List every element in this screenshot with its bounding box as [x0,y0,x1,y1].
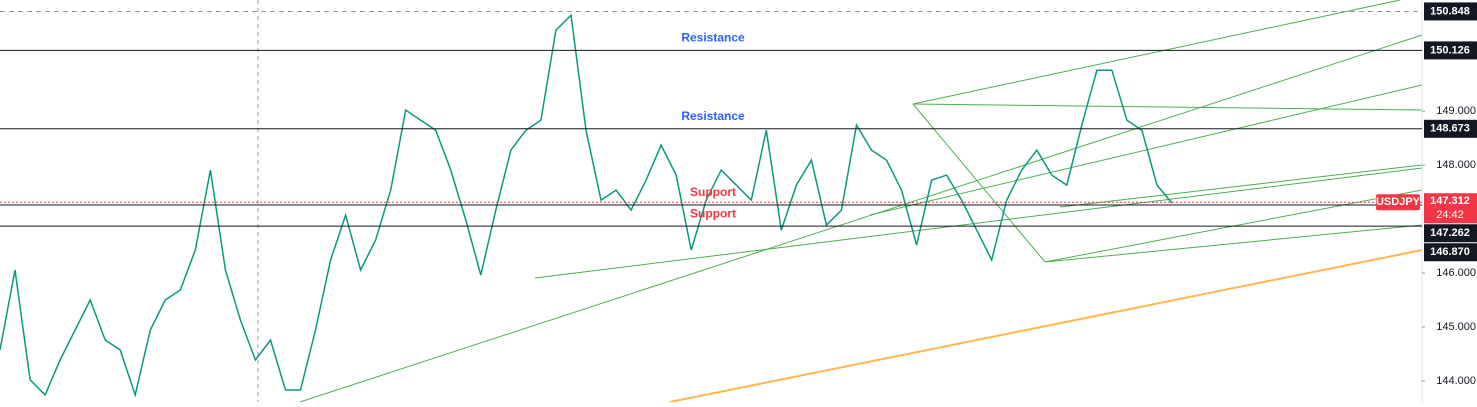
annotation: Resistance [681,31,745,45]
trendlines [299,0,1423,403]
trendline [534,167,1423,279]
level-label: 146.870 [1430,246,1470,258]
trendline [869,84,1423,216]
symbol-label: USDJPY [1376,196,1421,208]
level-box [1424,41,1477,60]
price-line [0,13,1173,398]
y-tick-label: 148.000 [1436,159,1476,171]
level-box [1424,119,1477,138]
annotation: Support [690,206,736,220]
y-tick-label: 146.000 [1436,267,1476,279]
trendline [1059,164,1423,208]
trendline [299,34,1423,403]
trendline [912,103,1046,263]
y-tick-label: 144.000 [1436,375,1476,387]
level-box [1424,2,1477,21]
trendline [912,103,1423,111]
y-tick-label: 145.000 [1436,321,1476,333]
countdown: 24:42 [1436,209,1464,221]
level-label: 148.673 [1430,123,1470,135]
annotation: Resistance [681,109,745,123]
symbol-box [1376,194,1420,211]
annotation: Support [690,185,736,199]
trendline [1044,224,1423,263]
level-box [1424,224,1477,243]
price-label: 147.312 [1430,195,1470,207]
trendline [669,249,1423,403]
price-box [1424,193,1477,224]
level-label: 150.848 [1430,5,1470,17]
trendline [912,0,1401,105]
level-box [1424,243,1477,262]
y-tick-label: 149.000 [1436,105,1476,117]
level-label: 147.262 [1430,227,1470,239]
level-label: 150.126 [1430,44,1470,56]
